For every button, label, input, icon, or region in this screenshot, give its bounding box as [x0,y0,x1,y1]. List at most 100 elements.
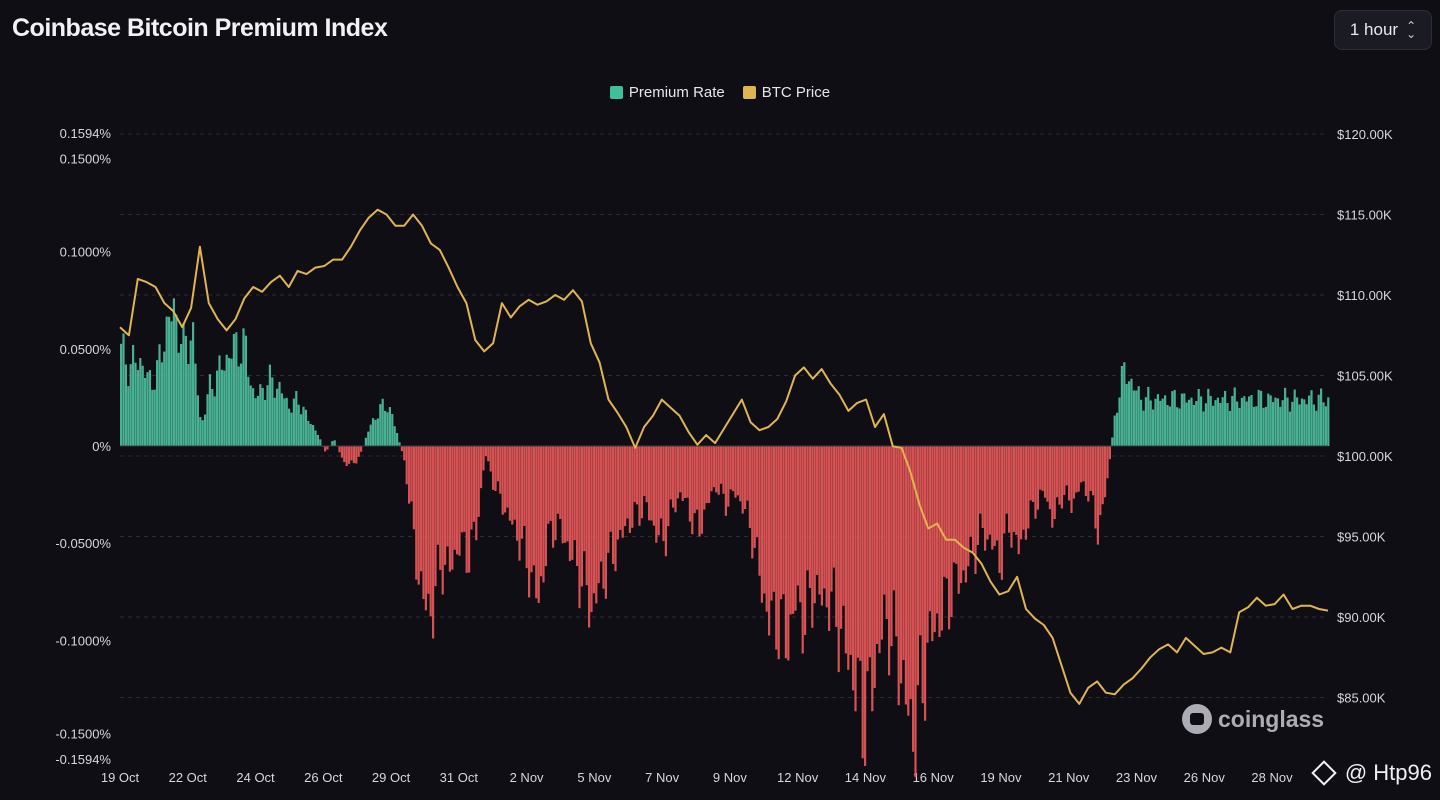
premium-bar [1166,405,1169,446]
premium-bar [453,446,456,550]
premium-bar [868,446,871,658]
premium-bar [585,446,588,586]
premium-bar [854,446,857,712]
premium-bar [770,446,773,601]
premium-bar [393,426,396,446]
premium-bar [153,389,156,446]
premium-bar [1300,398,1303,446]
premium-bar [919,446,922,636]
interval-dropdown[interactable]: 1 hour ⌃ ⌄ [1334,10,1432,50]
premium-bar [1209,395,1212,446]
premium-bar [175,314,178,446]
left-axis-tick-label: 0.0500% [60,342,112,357]
x-axis-tick-label: 12 Nov [777,770,819,785]
premium-bar [1056,446,1059,498]
premium-bar [1044,446,1047,498]
premium-bar [1149,400,1152,446]
premium-bar [604,446,607,599]
premium-bar [134,362,137,446]
premium-bar [1003,446,1006,534]
right-axis-tick-label: $85.00K [1337,691,1386,706]
premium-bar [967,446,970,567]
premium-bar [146,372,149,446]
premium-bar [268,364,271,446]
premium-bar [470,446,473,530]
premium-bar [403,446,406,461]
premium-bar [1197,388,1200,446]
premium-bar [1291,401,1294,446]
premium-bar [475,446,478,541]
btc-price-line [119,208,1329,705]
premium-bar [331,441,334,446]
premium-bar [350,446,353,461]
premium-bar [1168,406,1171,446]
legend-item-btc-price[interactable]: BTC Price [742,84,830,101]
premium-bar [1231,395,1234,446]
x-axis-tick-label: 2 Nov [510,770,544,785]
premium-bar [607,446,610,553]
left-axis-tick-label: -0.1594% [55,752,111,767]
premium-bar [1125,384,1128,446]
premium-bar [763,446,766,594]
premium-bar [583,446,586,552]
premium-bar [691,446,694,535]
premium-bar [480,446,483,489]
premium-bar [1233,387,1236,446]
premium-bar [1252,406,1255,446]
premium-bar [554,446,557,541]
premium-bar [290,412,293,446]
premium-bar [799,446,802,603]
x-axis-tick-label: 22 Oct [169,770,208,785]
premium-bar [664,446,667,557]
premium-bar [194,363,197,446]
premium-bar [468,446,471,573]
legend-item-premium-rate[interactable]: Premium Rate [609,84,725,101]
premium-bar [324,446,327,452]
premium-bar [381,398,384,446]
premium-bar [1027,446,1030,529]
premium-bar [160,362,163,446]
premium-bar [825,446,828,608]
premium-bar [1065,446,1068,486]
premium-bar [926,446,929,643]
premium-bar [996,446,999,541]
premium-bar [1048,446,1051,510]
premium-bar [777,446,780,660]
premium-bar [900,446,903,684]
premium-bar [1080,446,1083,483]
x-axis-tick-label: 19 Nov [980,770,1022,785]
left-axis-tick-label: -0.0500% [55,536,111,551]
premium-bar [924,446,927,721]
premium-bar [1032,446,1035,502]
premium-bar [1322,402,1325,446]
premium-bar [998,446,1001,573]
x-axis-tick-label: 19 Oct [101,770,140,785]
premium-bar [415,446,418,580]
premium-bar [487,446,490,462]
premium-bar [1310,390,1313,446]
premium-bar [1152,409,1155,446]
premium-bar [220,369,223,446]
premium-bar [696,446,699,510]
premium-bar [619,446,622,530]
premium-bar [506,446,509,508]
premium-bar [856,446,859,658]
premium-bar [1010,446,1013,548]
premium-bar [688,446,691,522]
premium-bar [549,446,552,521]
premium-bar [1238,408,1241,446]
premium-bar [1228,410,1231,446]
premium-bar [1128,381,1131,446]
premium-bar [1293,389,1296,446]
premium-bar [614,446,617,572]
x-axis-tick-label: 28 Nov [1251,770,1293,785]
premium-bar [525,446,528,569]
premium-bar [638,446,641,526]
premium-bar [1132,390,1135,446]
premium-bar [1303,399,1306,446]
premium-bar [588,446,591,628]
chart-legend: Premium Rate BTC Price [0,84,1440,101]
premium-bar [273,397,276,446]
premium-bar [537,446,540,603]
premium-bar [717,446,720,495]
